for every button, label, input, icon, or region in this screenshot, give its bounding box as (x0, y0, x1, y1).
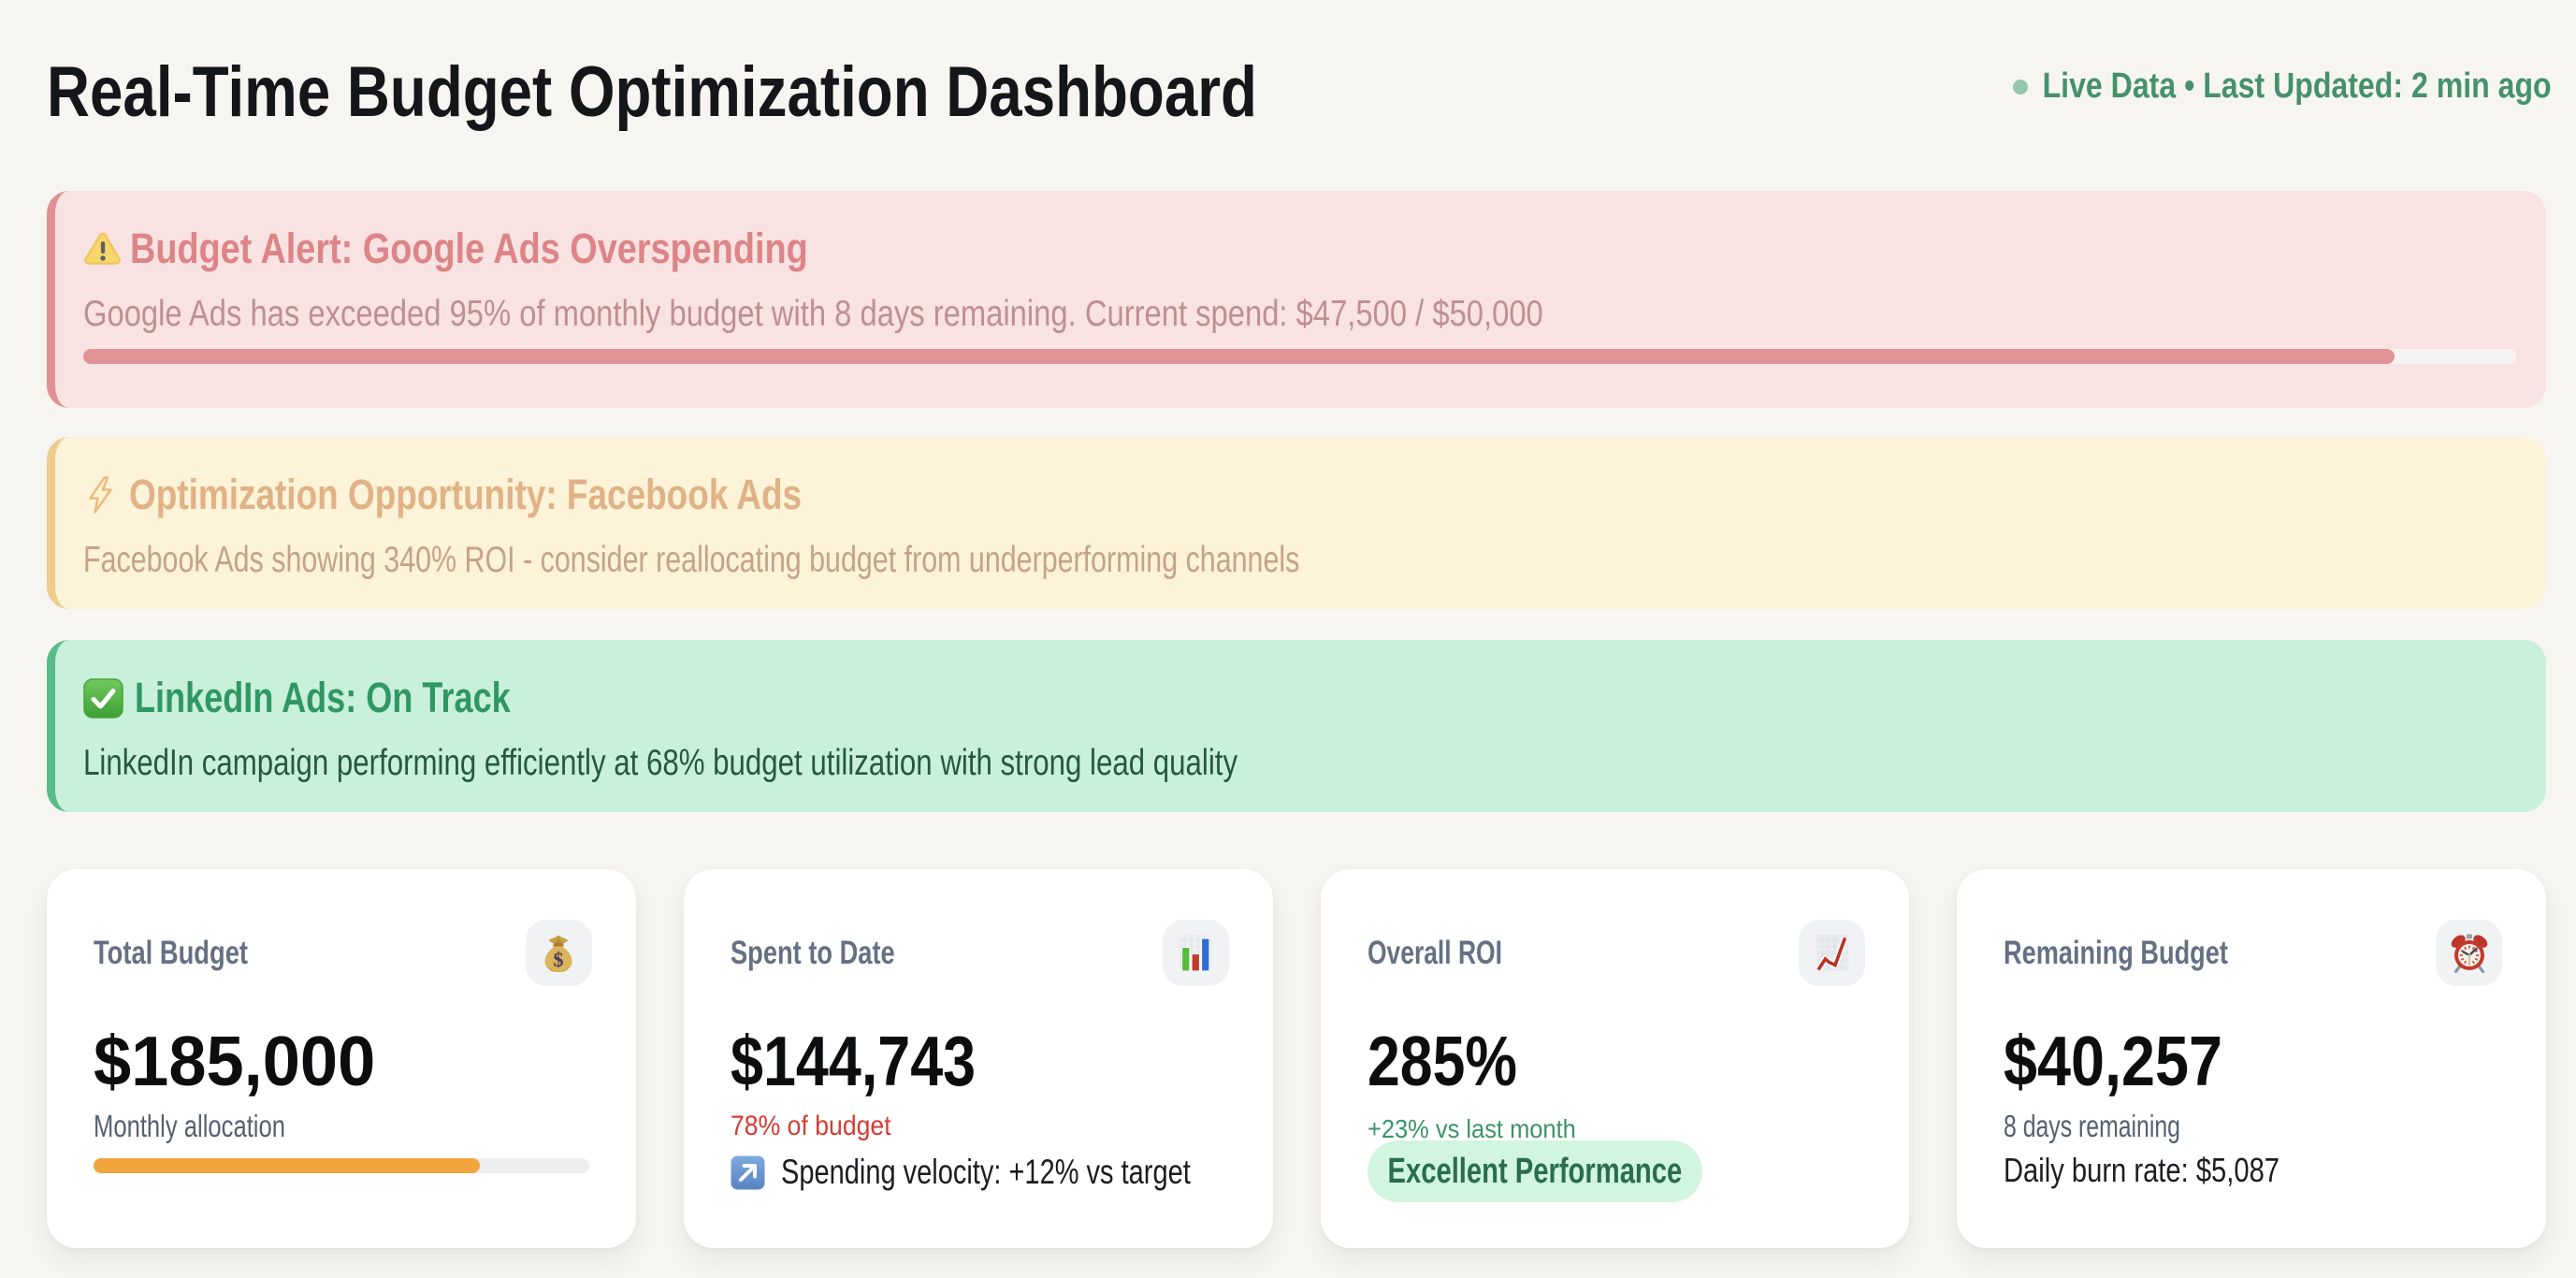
svg-text:$: $ (554, 948, 564, 971)
